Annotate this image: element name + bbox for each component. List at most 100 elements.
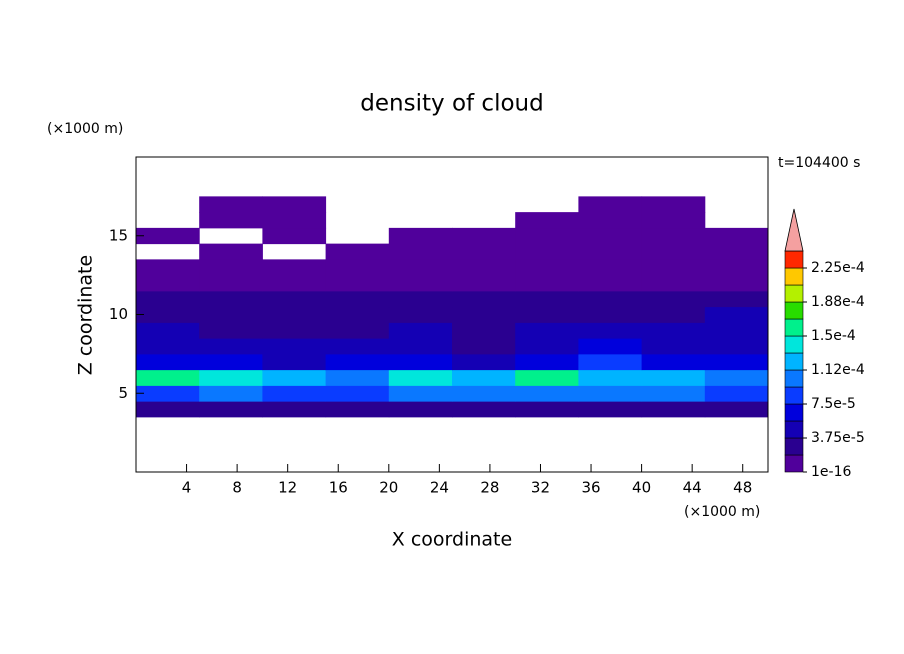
- field-cell: [452, 259, 516, 276]
- x-tick-label: 40: [632, 479, 651, 497]
- field-cell: [262, 369, 327, 386]
- field-cell: [388, 385, 453, 402]
- field-cell: [578, 259, 643, 276]
- field-cell: [515, 385, 579, 402]
- field-cell: [704, 227, 769, 245]
- field-cell: [578, 306, 643, 323]
- field-cell: [452, 290, 516, 308]
- field: [136, 196, 769, 418]
- colorbar-band: [784, 420, 804, 439]
- field-cell: [325, 259, 390, 276]
- x-tick-label: 36: [581, 479, 600, 497]
- colorbar-tick-label: 2.25e-4: [811, 260, 865, 276]
- field-cell: [199, 369, 263, 386]
- field-cell: [388, 227, 453, 245]
- x-tick-label: 24: [430, 479, 449, 497]
- field-cell: [704, 385, 769, 402]
- field-cell: [515, 212, 579, 229]
- field-cell: [578, 353, 643, 371]
- field-cell: [578, 322, 643, 339]
- colorbar-band: [784, 403, 804, 422]
- field-cell: [641, 385, 706, 402]
- field-cell: [452, 322, 516, 339]
- field-cell: [262, 259, 327, 276]
- field-cell: [704, 290, 769, 308]
- field-cell: [452, 401, 516, 418]
- field-cell: [136, 259, 200, 276]
- colorbar-extension: [784, 208, 804, 252]
- field-cell: [704, 338, 769, 355]
- field-cell: [136, 227, 200, 245]
- x-tick-label: 44: [683, 479, 702, 497]
- field-cell: [515, 401, 579, 418]
- field-cell: [199, 290, 263, 308]
- field-cell: [578, 196, 643, 213]
- field-cell: [515, 322, 579, 339]
- field-cell: [136, 353, 200, 371]
- colorbar-band: [784, 267, 804, 286]
- field-cell: [578, 212, 643, 229]
- field-cell: [704, 259, 769, 276]
- field-cell: [325, 369, 390, 386]
- chart-title: density of cloud: [360, 91, 543, 117]
- field-cell: [325, 290, 390, 308]
- field-cell: [388, 275, 453, 292]
- field-cell: [578, 290, 643, 308]
- colorbar-band: [784, 250, 804, 269]
- field-cell: [325, 322, 390, 339]
- field-cell: [515, 290, 579, 308]
- field-cell: [199, 401, 263, 418]
- colorbar-band: [784, 335, 804, 354]
- colorbar-tick-label: 1e-16: [811, 464, 851, 480]
- field-cell: [262, 212, 327, 229]
- x-tick-label: 20: [379, 479, 398, 497]
- x-axis-label: X coordinate: [392, 529, 512, 551]
- colorbar-tick-label: 1.12e-4: [811, 362, 865, 378]
- x-tick-label: 32: [531, 479, 550, 497]
- field-cell: [136, 290, 200, 308]
- field-cell: [515, 275, 579, 292]
- x-tick-label: 16: [329, 479, 348, 497]
- field-cell: [388, 306, 453, 323]
- colorbar-band: [784, 386, 804, 405]
- field-cell: [388, 338, 453, 355]
- field-cell: [388, 401, 453, 418]
- field-cell: [388, 243, 453, 260]
- y-tick-label: 10: [109, 305, 128, 323]
- colorbar-tick-label: 1.5e-4: [811, 328, 856, 344]
- field-cell: [641, 353, 706, 371]
- field-cell: [136, 401, 200, 418]
- field-cell: [578, 401, 643, 418]
- field-cell: [452, 227, 516, 245]
- x-unit: (×1000 m): [684, 504, 760, 520]
- field-cell: [388, 322, 453, 339]
- field-cell: [578, 243, 643, 260]
- field-cell: [641, 290, 706, 308]
- field-cell: [388, 369, 453, 386]
- colorbar-band: [784, 369, 804, 388]
- x-tick-label: 48: [733, 479, 752, 497]
- field-cell: [515, 259, 579, 276]
- field-cell: [452, 385, 516, 402]
- field-cell: [262, 227, 327, 245]
- field-cell: [388, 290, 453, 308]
- y-axis-label: Z coordinate: [75, 255, 97, 375]
- field-cell: [515, 369, 579, 386]
- y-unit: (×1000 m): [47, 121, 123, 137]
- field-cell: [325, 338, 390, 355]
- field-cell: [641, 196, 706, 213]
- field-cell: [641, 275, 706, 292]
- field-cell: [578, 338, 643, 355]
- colorbar-tick-label: 7.5e-5: [811, 396, 856, 412]
- field-cell: [262, 338, 327, 355]
- field-cell: [578, 369, 643, 386]
- field-cell: [199, 385, 263, 402]
- field-cell: [704, 322, 769, 339]
- colorbar-band: [784, 301, 804, 320]
- field-cell: [136, 385, 200, 402]
- field-cell: [515, 243, 579, 260]
- field-cell: [704, 369, 769, 386]
- field-cell: [641, 306, 706, 323]
- field-cell: [262, 401, 327, 418]
